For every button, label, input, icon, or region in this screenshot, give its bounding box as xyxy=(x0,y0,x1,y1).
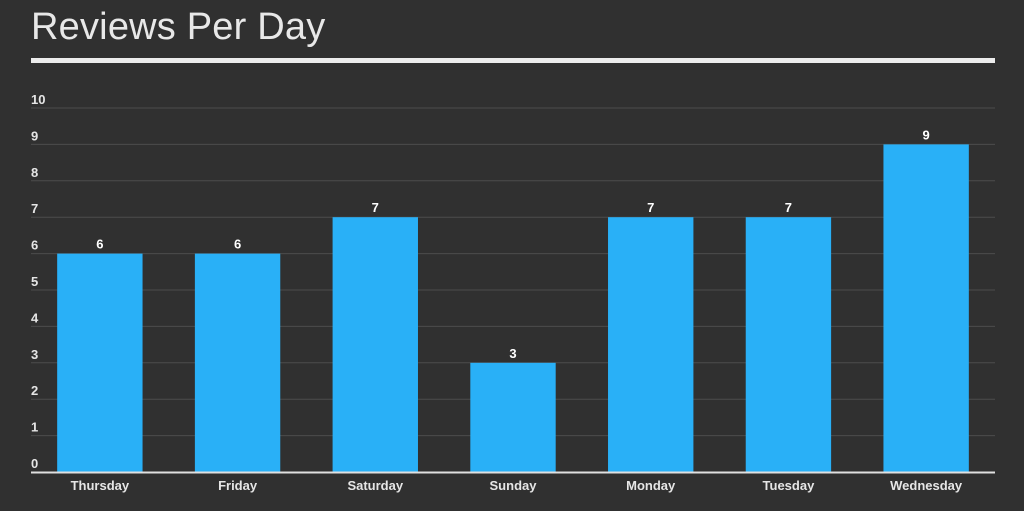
y-tick-label: 8 xyxy=(31,165,38,180)
bar-value-label: 9 xyxy=(923,127,930,142)
y-tick-label: 6 xyxy=(31,238,38,253)
y-tick-label: 2 xyxy=(31,383,38,398)
bar-value-label: 7 xyxy=(372,200,379,215)
x-category-label: Wednesday xyxy=(890,478,963,493)
y-tick-label: 7 xyxy=(31,201,38,216)
title-divider xyxy=(31,58,995,63)
x-category-label: Monday xyxy=(626,478,676,493)
bar-friday xyxy=(194,253,281,472)
x-category-label: Saturday xyxy=(347,478,403,493)
bar-wednesday xyxy=(883,144,969,472)
y-tick-label: 3 xyxy=(31,347,38,362)
x-category-label: Friday xyxy=(218,478,258,493)
y-tick-label: 10 xyxy=(31,92,45,107)
x-category-label: Thursday xyxy=(71,478,130,493)
y-axis-ticks: 0 1 2 3 4 5 6 7 8 9 10 xyxy=(31,92,45,471)
bar-sunday xyxy=(470,362,556,472)
bar-value-labels: 6 6 7 3 7 7 9 xyxy=(96,127,930,360)
chart-title: Reviews Per Day xyxy=(31,6,326,48)
bars xyxy=(57,144,969,472)
y-tick-label: 4 xyxy=(31,310,39,325)
x-axis-categories: Thursday Friday Saturday Sunday Monday Tuesda… xyxy=(71,478,963,493)
bar-value-label: 6 xyxy=(96,237,103,252)
bar-value-label: 6 xyxy=(234,237,241,252)
bar-thursday xyxy=(57,253,143,472)
y-tick-label: 0 xyxy=(31,456,38,471)
x-category-label: Sunday xyxy=(490,478,538,493)
bar-tuesday xyxy=(745,217,832,472)
bar-value-label: 7 xyxy=(647,200,654,215)
y-tick-label: 5 xyxy=(31,274,38,289)
gridlines xyxy=(31,107,995,437)
x-category-label: Tuesday xyxy=(763,478,816,493)
bar-monday xyxy=(608,217,694,472)
bar-value-label: 7 xyxy=(785,200,792,215)
bar-saturday xyxy=(332,217,418,472)
y-tick-label: 9 xyxy=(31,128,38,143)
bar-value-label: 3 xyxy=(509,346,516,361)
y-tick-label: 1 xyxy=(31,420,38,435)
